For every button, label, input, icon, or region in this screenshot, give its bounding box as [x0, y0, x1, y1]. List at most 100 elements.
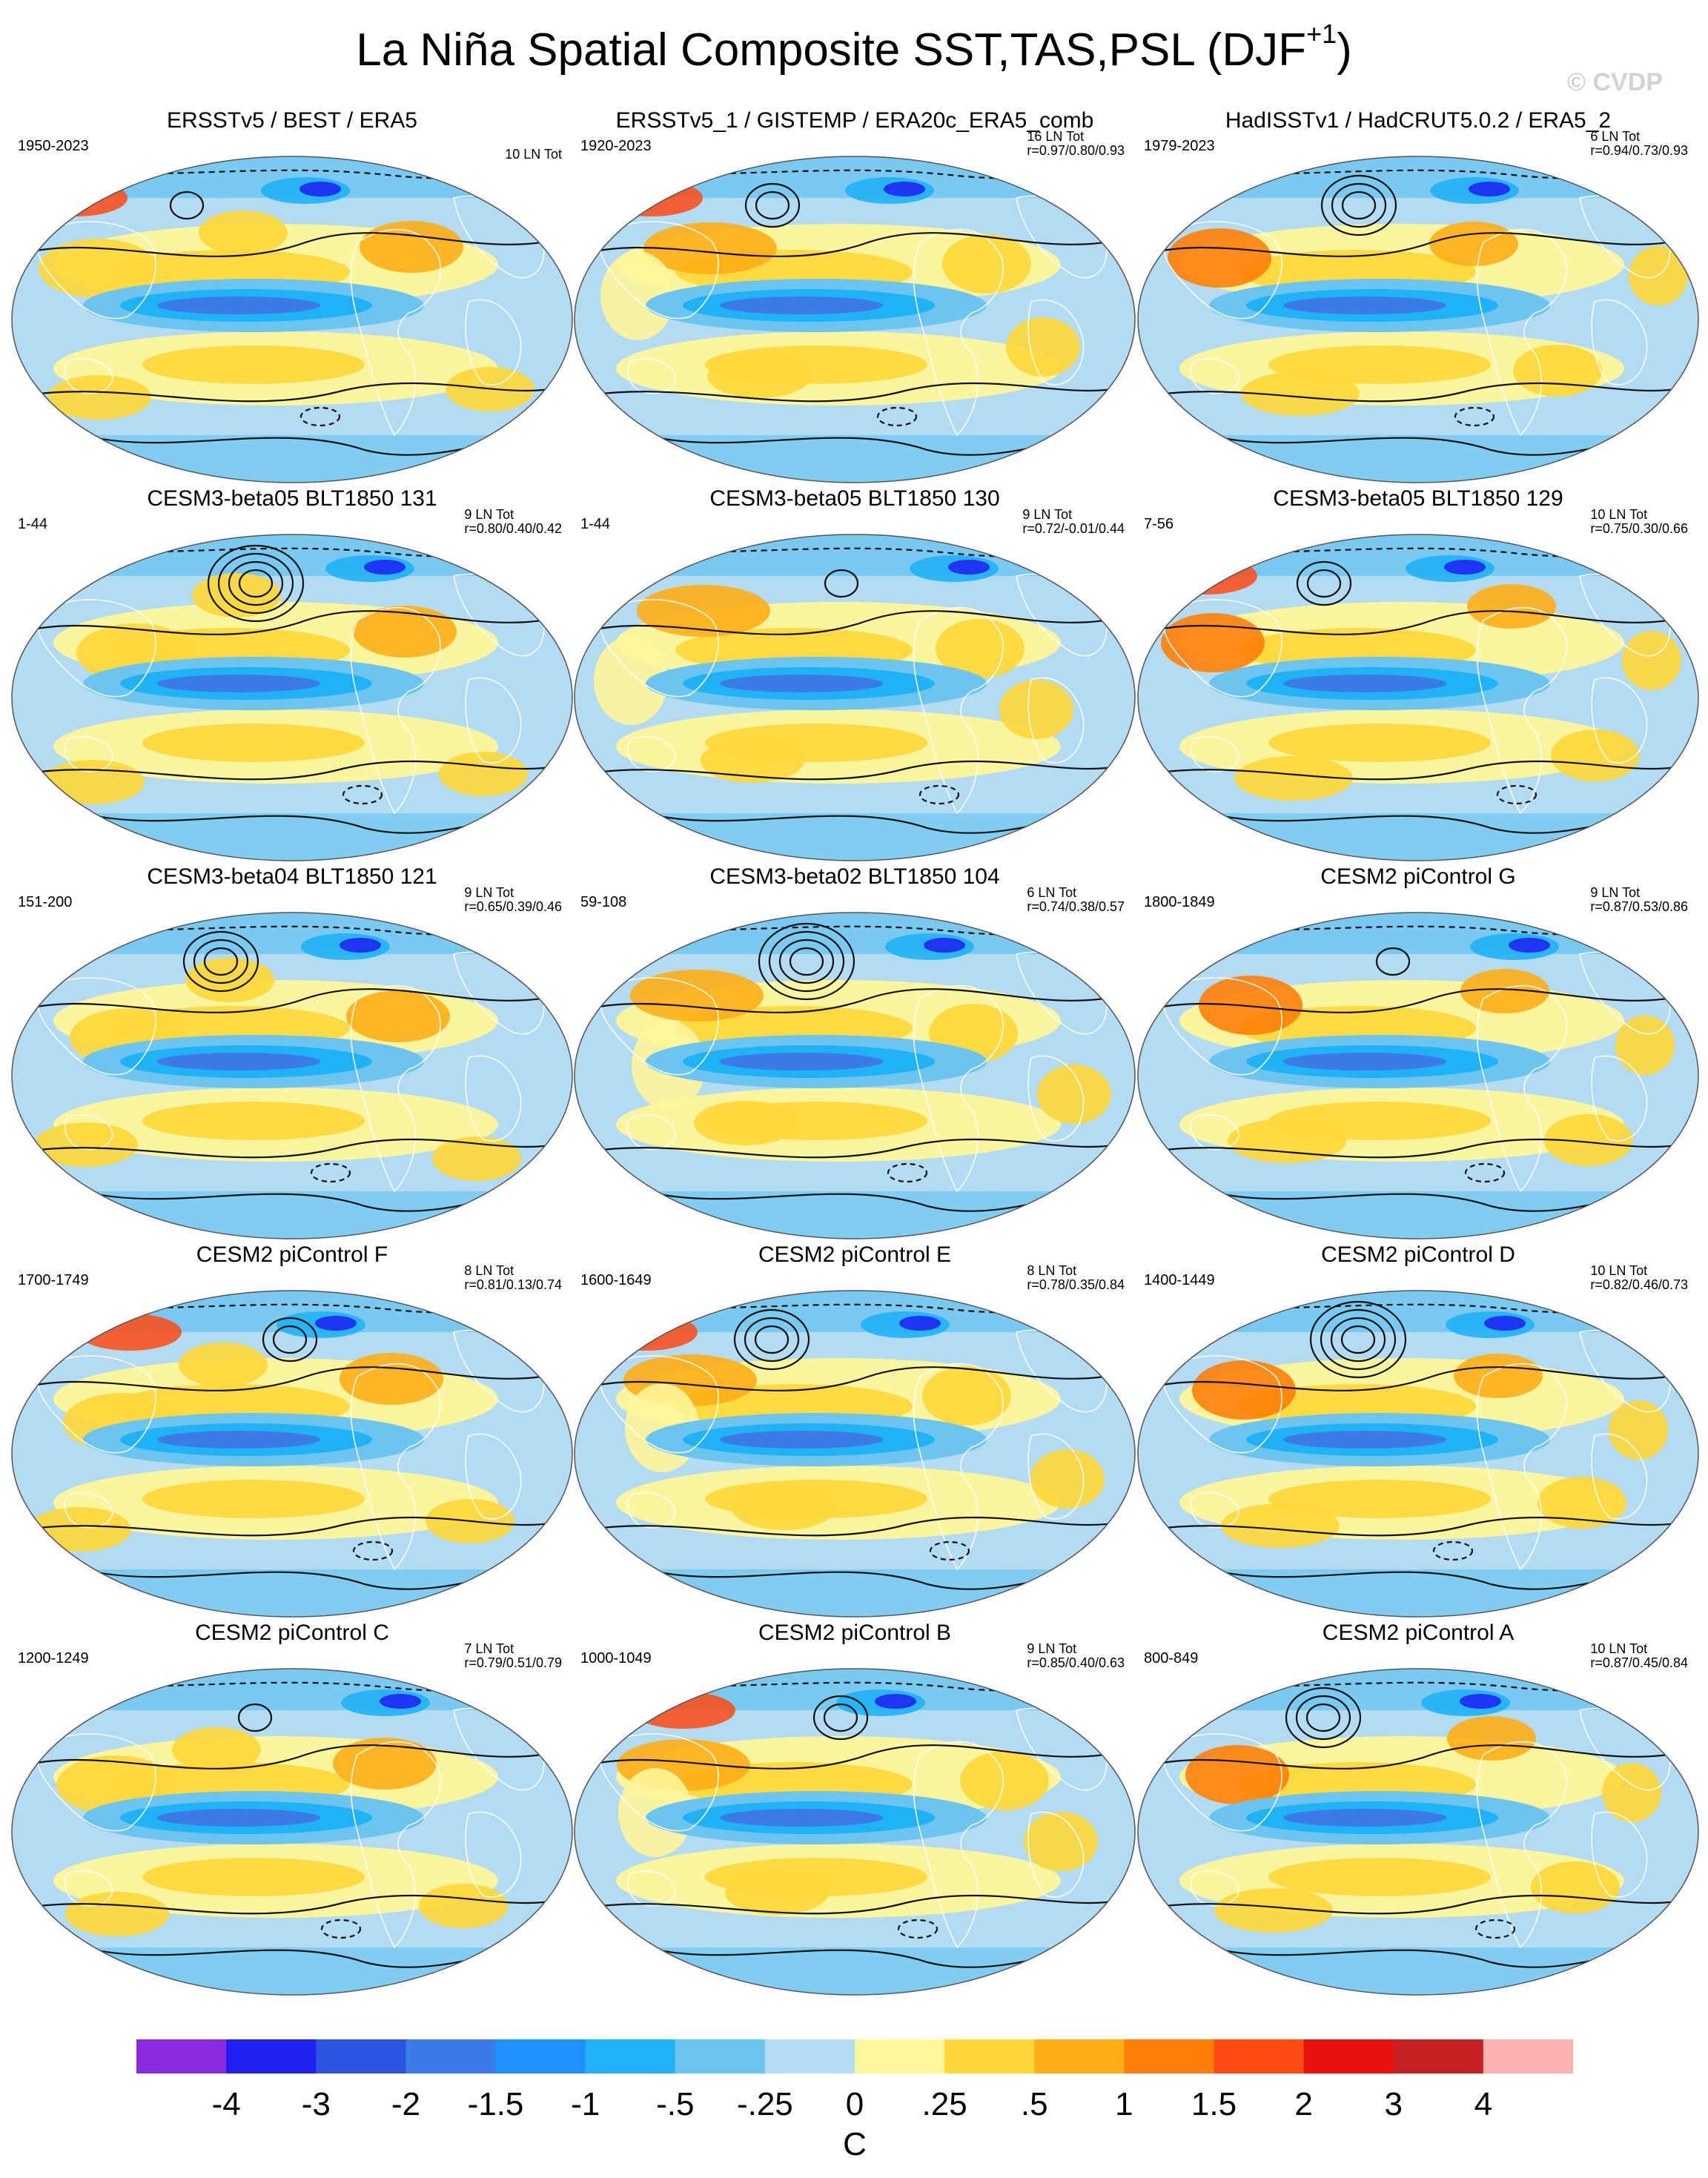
- panel-title: ERSSTv5 / BEST / ERA5: [167, 108, 417, 133]
- panel-pattern-correlation: r=0.87/0.53/0.86: [1590, 899, 1688, 914]
- panel-title: CESM3-beta05 BLT1850 130: [709, 486, 1000, 511]
- panel-years: 151-200: [18, 894, 73, 910]
- anomaly-map: [1137, 1668, 1699, 1996]
- panel-pattern-correlation: r=0.85/0.40/0.63: [1027, 1655, 1125, 1670]
- anomaly-map: [574, 534, 1136, 861]
- map-panel: CESM3-beta05 BLT1850 129 7-56 10 LN Tot r=0…: [1135, 486, 1701, 864]
- colorbar-tick-label: -1.5: [467, 2086, 524, 2122]
- colorbar-swatch: [855, 2039, 945, 2073]
- anomaly-field: [575, 913, 1135, 1239]
- panel-event-count: 10 LN Tot: [505, 147, 562, 162]
- anomaly-field: [12, 1291, 572, 1617]
- anomaly-field: [1138, 156, 1698, 483]
- panel-title: CESM2 piControl A: [1322, 1621, 1515, 1645]
- panel-event-count: 9 LN Tot: [464, 507, 514, 522]
- anomaly-field: [1138, 534, 1698, 861]
- colorbar-tick-label: 1.5: [1191, 2086, 1237, 2122]
- panel-stats: 8 LN Tot r=0.81/0.13/0.74: [464, 1264, 562, 1292]
- map-panel: ERSSTv5_1 / GISTEMP / ERA20c_ERA5_comb 19…: [572, 107, 1138, 486]
- anomaly-field: [575, 534, 1135, 861]
- colorbar-tick-label: -.25: [736, 2086, 793, 2122]
- panel-event-count: 10 LN Tot: [1590, 507, 1648, 522]
- panel-pattern-correlation: r=0.94/0.73/0.93: [1590, 143, 1688, 158]
- panel-years: 1-44: [18, 516, 48, 532]
- panel-pattern-correlation: r=0.72/-0.01/0.44: [1022, 521, 1125, 536]
- panel-pattern-correlation: r=0.87/0.45/0.84: [1590, 1655, 1688, 1670]
- anomaly-map: [574, 1290, 1136, 1618]
- panel-event-count: 8 LN Tot: [464, 1263, 514, 1278]
- colorbar-unit: C: [843, 2126, 867, 2162]
- panel-pattern-correlation: r=0.97/0.80/0.93: [1027, 143, 1125, 158]
- panel-stats: 16 LN Tot r=0.97/0.80/0.93: [1027, 130, 1125, 158]
- colorbar-tick-label: 4: [1474, 2086, 1493, 2122]
- panel-title: ERSSTv5_1 / GISTEMP / ERA20c_ERA5_comb: [615, 108, 1094, 133]
- panel-title: CESM2 piControl D: [1321, 1242, 1515, 1267]
- colorbar-swatch: [944, 2039, 1035, 2073]
- panel-title: CESM3-beta05 BLT1850 131: [147, 486, 437, 511]
- colorbar-swatch: [1303, 2039, 1394, 2073]
- panel-years: 1950-2023: [18, 138, 89, 154]
- colorbar-tick-label: -1: [571, 2086, 600, 2122]
- panel-title: CESM2 piControl E: [758, 1242, 952, 1267]
- panel-years: 1-44: [580, 516, 611, 532]
- anomaly-map: [574, 912, 1136, 1239]
- panel-years: 7-56: [1144, 516, 1174, 532]
- map-panel: CESM2 piControl A 800-849 10 LN Tot r=0.87/…: [1135, 1620, 1701, 1998]
- colorbar-swatch: [1483, 2039, 1573, 2073]
- panel-years: 1600-1649: [580, 1272, 652, 1288]
- colorbar-swatch: [495, 2039, 586, 2073]
- panel-event-count: 7 LN Tot: [464, 1641, 514, 1656]
- panel-stats: 10 LN Tot r=0.75/0.30/0.66: [1590, 508, 1688, 536]
- panel-event-count: 16 LN Tot: [1027, 129, 1085, 144]
- map-panel: CESM3-beta05 BLT1850 130 1-44 9 LN Tot r=0.…: [572, 486, 1138, 864]
- colorbar-swatch: [406, 2039, 496, 2073]
- colorbar-swatch: [1124, 2039, 1214, 2073]
- colorbar-swatch: [136, 2039, 227, 2073]
- colorbar-tick-label: -4: [211, 2086, 241, 2122]
- panel-title: CESM3-beta04 BLT1850 121: [147, 864, 437, 889]
- panel-stats: 6 LN Tot r=0.94/0.73/0.93: [1590, 130, 1688, 158]
- anomaly-map: [574, 1668, 1136, 1996]
- anomaly-map: [1137, 912, 1699, 1239]
- anomaly-map: [11, 1668, 573, 1996]
- colorbar-tick-label: -3: [301, 2086, 331, 2122]
- anomaly-field: [575, 1669, 1135, 1995]
- anomaly-map: [1137, 156, 1699, 483]
- colorbar-tick-label: 3: [1384, 2086, 1403, 2122]
- panel-stats: 10 LN Tot r=0.82/0.46/0.73: [1590, 1264, 1688, 1292]
- anomaly-field: [12, 1669, 572, 1995]
- panel-event-count: 9 LN Tot: [464, 885, 514, 900]
- panel-stats: 10 LN Tot r=0.87/0.45/0.84: [1590, 1642, 1688, 1670]
- anomaly-map: [11, 912, 573, 1239]
- panel-title: CESM2 piControl F: [196, 1242, 388, 1267]
- cvdp-watermark: © CVDP: [1567, 68, 1663, 96]
- panel-pattern-correlation: r=0.82/0.46/0.73: [1590, 1277, 1688, 1292]
- map-panel: CESM2 piControl F 1700-1749 8 LN Tot r=0.81…: [9, 1242, 575, 1620]
- panel-pattern-correlation: r=0.81/0.13/0.74: [464, 1277, 562, 1292]
- panel-years: 1400-1449: [1144, 1272, 1215, 1288]
- page-title: La Niña Spatial Composite SST,TAS,PSL (D…: [0, 21, 1708, 79]
- panel-years: 59-108: [580, 894, 627, 910]
- panel-pattern-correlation: r=0.75/0.30/0.66: [1590, 521, 1688, 536]
- panel-event-count: 9 LN Tot: [1027, 1641, 1077, 1656]
- colorbar-tick-label: .5: [1020, 2086, 1048, 2122]
- colorbar-swatch: [1214, 2039, 1305, 2073]
- panel-stats: 9 LN Tot r=0.72/-0.01/0.44: [1022, 508, 1125, 536]
- colorbar-tick-label: -2: [391, 2086, 420, 2122]
- anomaly-field: [12, 534, 572, 861]
- colorbar-swatch: [226, 2039, 317, 2073]
- colorbar-swatch: [764, 2039, 855, 2073]
- map-panel: CESM2 piControl C 1200-1249 7 LN Tot r=0.79…: [9, 1620, 575, 1998]
- title-close: ): [1337, 24, 1352, 76]
- panel-title: CESM3-beta05 BLT1850 129: [1273, 486, 1563, 511]
- panel-title: CESM2 piControl G: [1320, 864, 1516, 889]
- colorbar-swatch: [675, 2039, 766, 2073]
- anomaly-map: [1137, 534, 1699, 861]
- panel-stats: 10 LN Tot: [505, 148, 562, 162]
- map-panel: CESM2 piControl D 1400-1449 10 LN Tot r=0.8…: [1135, 1242, 1701, 1620]
- panel-stats: 8 LN Tot r=0.78/0.35/0.84: [1027, 1264, 1125, 1292]
- map-panel: CESM2 piControl G 1800-1849 9 LN Tot r=0.87…: [1135, 864, 1701, 1242]
- colorbar-swatch: [316, 2039, 406, 2073]
- panel-years: 1920-2023: [580, 138, 652, 154]
- panel-stats: 9 LN Tot r=0.87/0.53/0.86: [1590, 886, 1688, 914]
